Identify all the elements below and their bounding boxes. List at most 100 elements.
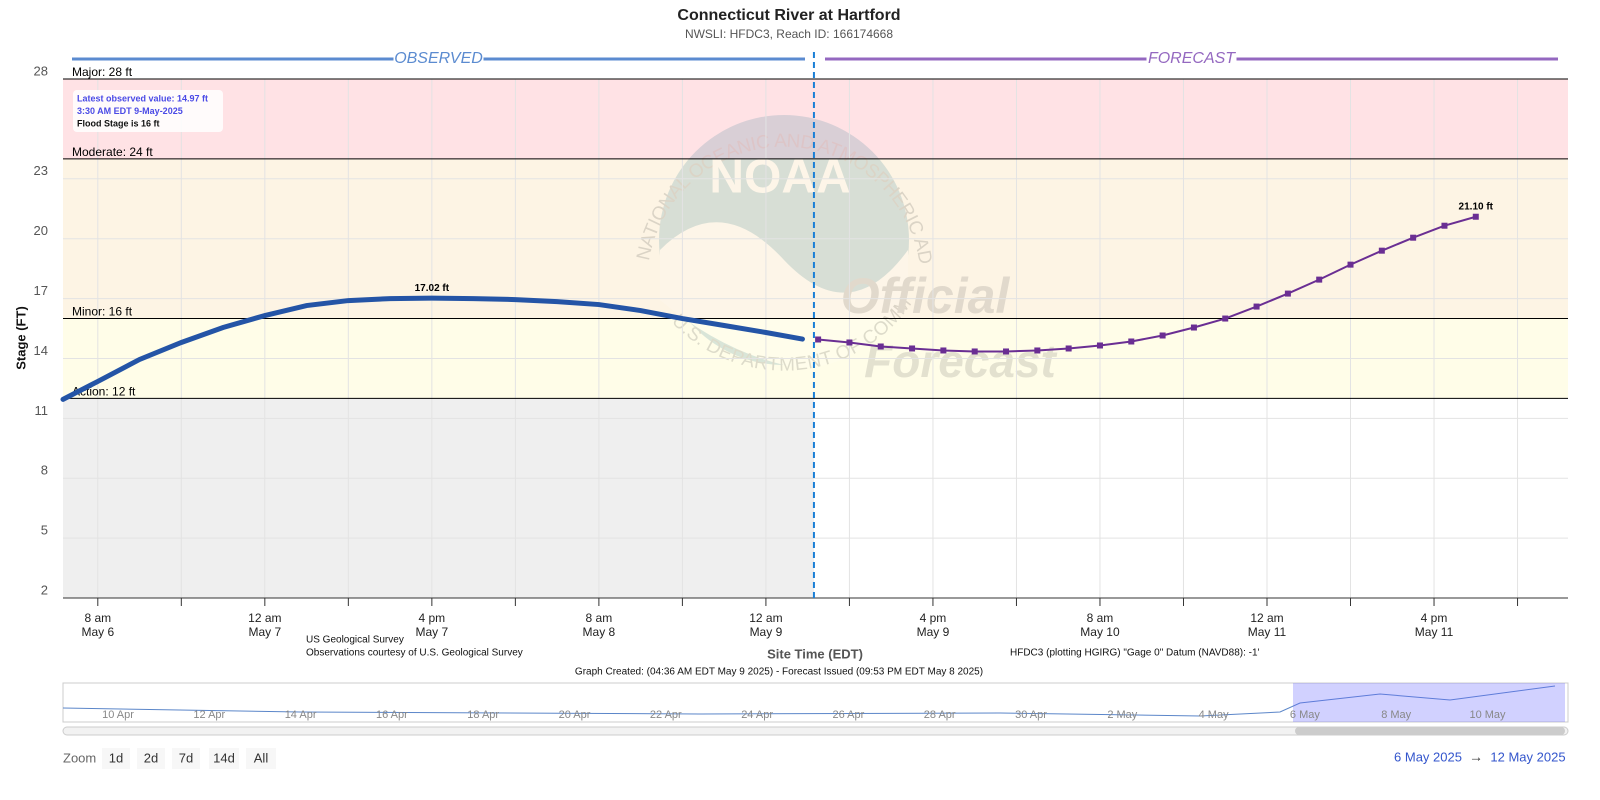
chart-subtitle: NWSLI: HFDC3, Reach ID: 166174668 (685, 27, 893, 41)
annotation-text: 3:30 AM EDT 9-May-2025 (77, 106, 183, 116)
navigator-selection (1293, 683, 1565, 722)
navigator-label: 10 Apr (102, 709, 134, 721)
flood-label: Major: 28 ft (72, 65, 133, 79)
flood-label: Minor: 16 ft (72, 305, 133, 319)
navigator-label: 16 Apr (376, 709, 408, 721)
navigator-label: 2 May (1107, 709, 1137, 721)
point-marker (1034, 347, 1041, 354)
zoom-button-label: 1d (109, 750, 123, 765)
watermark-logo-text: NOAA (709, 151, 850, 204)
series-line (60, 295, 805, 402)
x-tick-label: 4 pm (920, 611, 947, 625)
point-marker (1159, 332, 1166, 339)
footnote: HFDC3 (plotting HGIRG) "Gage 0" Datum (N… (1010, 648, 1260, 659)
point-marker (1222, 315, 1229, 322)
navigator-label: 24 Apr (741, 709, 773, 721)
y-tick-label: 11 (35, 403, 49, 418)
range-to: 12 May 2025 (1490, 749, 1565, 764)
x-axis-title: Site Time (EDT) (767, 646, 863, 661)
point-marker (877, 343, 884, 350)
zoom-button[interactable] (137, 748, 165, 769)
x-tick-label: May 11 (1248, 625, 1287, 639)
zoom-label: Zoom (63, 750, 96, 765)
navigator-label: 6 May (1290, 709, 1320, 721)
flood-label: Moderate: 24 ft (72, 145, 153, 159)
x-tick-label: May 7 (248, 625, 281, 639)
point-marker (846, 339, 853, 346)
y-tick-label: 5 (41, 523, 48, 538)
section-label: FORECAST (1148, 50, 1236, 67)
navigator-label: 18 Apr (467, 709, 499, 721)
point-marker (1190, 324, 1197, 331)
x-tick-label: 8 am (586, 611, 613, 625)
watermark-wave (660, 222, 908, 368)
point-marker (909, 345, 916, 352)
scrollbar-thumb (1295, 727, 1565, 735)
navigator-label: 26 Apr (832, 709, 864, 721)
point-marker (1003, 348, 1010, 355)
y-tick-label: 23 (34, 163, 48, 178)
zoom-button-label: All (254, 750, 269, 765)
navigator-line (62, 685, 1556, 717)
zoom-button[interactable] (246, 748, 276, 769)
point-marker (971, 348, 978, 355)
footnote: Graph Created: (04:36 AM EDT May 9 2025)… (575, 667, 983, 678)
chart-title: Connecticut River at Hartford (677, 7, 900, 24)
annotation-text: Latest observed value: 14.97 ft (77, 93, 208, 103)
y-tick-label: 28 (34, 63, 48, 78)
navigator-label: 12 Apr (193, 709, 225, 721)
watermark-text: Forecast (864, 335, 1057, 387)
value-label: 21.10 ft (1459, 201, 1494, 212)
zoom-button[interactable] (102, 748, 130, 769)
x-tick-label: 4 pm (419, 611, 446, 625)
zoom-button[interactable] (209, 748, 239, 769)
zoom-button-label: 14d (213, 750, 235, 765)
point-marker (1441, 222, 1448, 229)
y-tick-label: 17 (34, 283, 48, 298)
y-tick-label: 20 (34, 223, 48, 238)
point-marker (1253, 303, 1260, 310)
point-marker (1128, 338, 1135, 345)
section-label-bg (393, 50, 484, 68)
x-tick-label: May 9 (917, 625, 950, 639)
point-marker (1378, 247, 1385, 254)
point-marker (1410, 234, 1417, 241)
annotation-text: Flood Stage is 16 ft (77, 118, 160, 128)
y-tick-label: 14 (34, 343, 48, 358)
series-line (817, 215, 1477, 353)
navigator-label: 28 Apr (924, 709, 956, 721)
y-tick-label: 2 (41, 582, 48, 597)
watermark-text: Official (841, 268, 1011, 324)
x-tick-label: 8 am (1087, 611, 1114, 625)
x-tick-label: 12 am (1250, 611, 1283, 625)
navigator-label: 30 Apr (1015, 709, 1047, 721)
section-label-bg (1146, 50, 1237, 68)
point-marker (940, 347, 947, 354)
x-tick-label: May 10 (1080, 625, 1120, 639)
navigator-label: 8 May (1381, 709, 1411, 721)
x-tick-label: 12 am (749, 611, 782, 625)
navigator (62, 682, 1569, 723)
x-tick-label: May 8 (583, 625, 616, 639)
x-tick-label: May 11 (1415, 625, 1454, 639)
section-label: OBSERVED (394, 50, 483, 67)
footnote: Observations courtesy of U.S. Geological… (306, 648, 523, 659)
x-tick-label: 4 pm (1421, 611, 1448, 625)
x-tick-label: 12 am (248, 611, 281, 625)
point-marker (1096, 342, 1103, 349)
footnote: US Geological Survey (306, 635, 404, 646)
navigator-label: 20 Apr (559, 709, 591, 721)
observed-region (63, 398, 814, 598)
navigator-label: 14 Apr (285, 709, 317, 721)
navigator-label: 4 May (1199, 709, 1229, 721)
zoom-button-label: 2d (144, 750, 158, 765)
zoom-button[interactable] (172, 748, 200, 769)
x-tick-label: May 7 (416, 625, 449, 639)
value-label: 17.02 ft (415, 283, 450, 294)
scrollbar (62, 726, 1569, 736)
navigator-label: 10 May (1469, 709, 1506, 721)
zoom-button-label: 7d (179, 750, 193, 765)
y-tick-label: 8 (41, 463, 48, 478)
point-marker (1472, 213, 1479, 220)
